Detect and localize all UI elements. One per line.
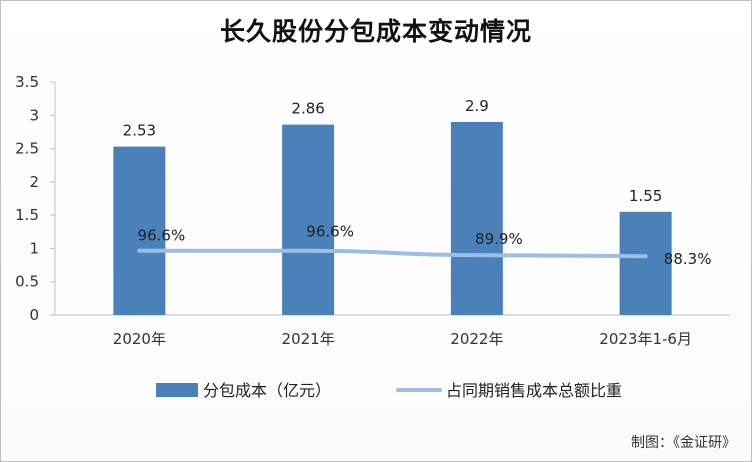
y-tick-label: 3: [29, 106, 39, 124]
line-layer: [137, 248, 648, 259]
y-tick-label: 1: [29, 239, 39, 257]
bar-data-label: 2.9: [465, 97, 489, 115]
bar-layer: [113, 121, 672, 315]
y-tick-label: 3.5: [15, 73, 39, 91]
bar: [450, 121, 503, 315]
line-data-label: 88.3%: [664, 250, 712, 268]
line-point: [643, 254, 648, 259]
chart-credit: 制图：《金证研》: [631, 435, 736, 451]
x-tick-label: 2020年: [113, 330, 166, 348]
y-tick-label: 2.5: [15, 140, 39, 158]
bar-data-label: 2.86: [291, 100, 324, 118]
bar: [619, 211, 672, 315]
line-data-label: 89.9%: [475, 230, 523, 248]
bar: [113, 146, 166, 315]
bar-data-label: 1.55: [629, 187, 662, 205]
y-tick-label: 2: [29, 173, 39, 191]
legend: 分包成本（亿元） 占同期销售成本总额比重: [156, 381, 622, 400]
chart-title: 长久股份分包成本变动情况: [219, 17, 532, 46]
legend-bar-label: 分包成本（亿元）: [203, 381, 331, 400]
line-data-label: 96.6%: [306, 223, 354, 241]
bar: [282, 124, 335, 315]
legend-bar-swatch: [156, 383, 198, 397]
bar-data-label: 2.53: [123, 122, 156, 140]
x-tick-label: 2021年: [282, 330, 335, 348]
x-tick-label: 2022年: [450, 330, 503, 348]
ratio-line: [137, 248, 648, 259]
y-tick-label: 0.5: [15, 273, 39, 291]
line-data-label: 96.6%: [138, 227, 186, 245]
label-layer: 2.53 2.86 2.9 1.55 96.6% 96.6% 89.9% 88.3%: [123, 97, 712, 268]
legend-line-label: 占同期销售成本总额比重: [446, 381, 622, 400]
y-tick-label: 0: [29, 306, 39, 324]
line-point: [474, 253, 479, 258]
line-point: [306, 248, 311, 253]
x-tick-label: 2023年1-6月: [599, 330, 692, 348]
line-point: [137, 248, 142, 253]
y-tick-label: 1.5: [15, 206, 39, 224]
